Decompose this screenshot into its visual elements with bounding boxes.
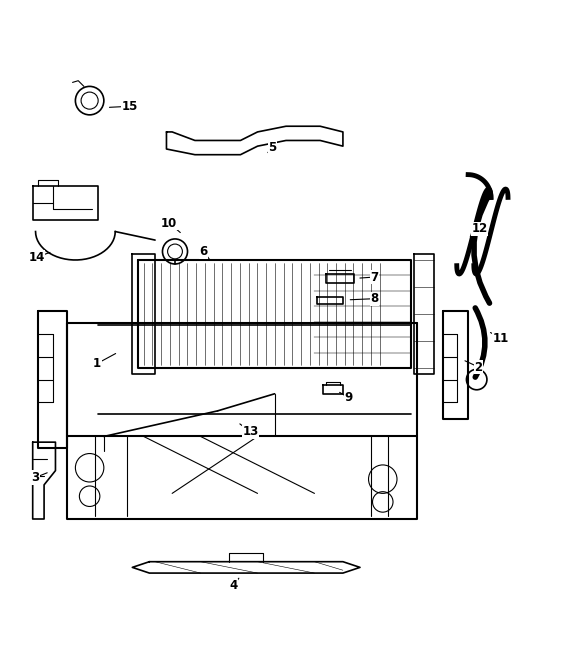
- Text: 15: 15: [121, 100, 138, 113]
- Text: 9: 9: [344, 391, 353, 404]
- Text: 6: 6: [199, 245, 208, 258]
- Text: 1: 1: [93, 357, 101, 370]
- Text: 2: 2: [474, 361, 482, 373]
- Text: 12: 12: [471, 222, 488, 235]
- Text: 7: 7: [370, 271, 378, 284]
- Text: 13: 13: [243, 426, 259, 438]
- Text: 4: 4: [229, 579, 238, 592]
- Text: 8: 8: [370, 292, 378, 305]
- Text: 14: 14: [29, 250, 45, 264]
- Text: 5: 5: [268, 141, 276, 154]
- Text: 11: 11: [493, 332, 509, 345]
- Text: 3: 3: [31, 471, 39, 484]
- Text: 10: 10: [161, 216, 177, 230]
